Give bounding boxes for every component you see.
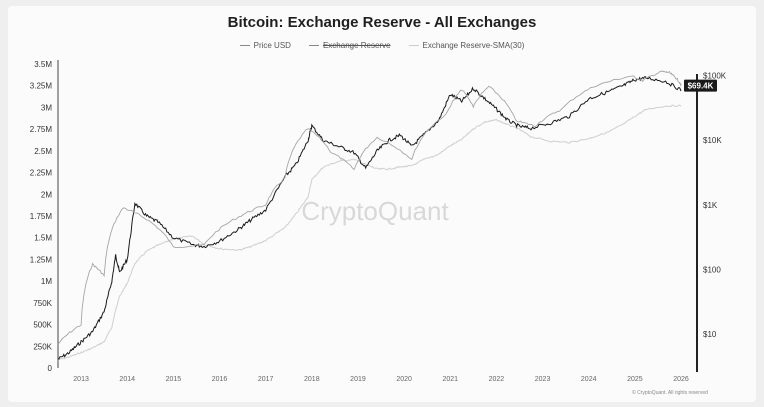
x-tick-label: 2016 bbox=[212, 376, 228, 383]
x-tick-label: 2022 bbox=[489, 376, 505, 383]
x-tick-label: 2020 bbox=[396, 376, 412, 383]
x-tick-label: 2013 bbox=[73, 376, 89, 383]
axes: 0 250K 500K 750K 1M 1.25M 1.5M 1.75M 2M 2.25M 2.5M… bbox=[30, 60, 727, 383]
x-tick-label: 2024 bbox=[581, 376, 597, 383]
y-right-tick-label: $100 bbox=[703, 265, 721, 274]
y-left-tick-label: 250K bbox=[33, 342, 52, 351]
y-left-tick-label: 1.25M bbox=[30, 255, 53, 264]
legend-item-reserve[interactable]: Exchange Reserve bbox=[308, 41, 391, 50]
y-left-tick-label: 1M bbox=[41, 277, 52, 286]
legend-label-sma: Exchange Reserve-SMA(30) bbox=[422, 41, 525, 50]
sma-line bbox=[57, 104, 682, 361]
y-left-tick-label: 3.25M bbox=[30, 82, 53, 91]
price-series bbox=[57, 70, 682, 345]
y-left-tick-label: 750K bbox=[33, 299, 52, 308]
y-left-tick-label: 0 bbox=[48, 364, 53, 373]
y-left-tick-label: 3.5M bbox=[34, 60, 52, 69]
y-left-tick-label: 3M bbox=[41, 103, 52, 112]
y-left-tick-label: 1.5M bbox=[34, 234, 52, 243]
sma-series bbox=[57, 104, 682, 361]
reserve-line bbox=[57, 76, 682, 360]
legend-swatch-sma bbox=[408, 45, 419, 46]
chart-title: Bitcoin: Exchange Reserve - All Exchange… bbox=[227, 14, 537, 31]
copyright-text: © CryptoQuant. All rights reserved bbox=[632, 390, 708, 396]
legend-item-sma[interactable]: Exchange Reserve-SMA(30) bbox=[408, 41, 525, 50]
legend-item-price[interactable]: Price USD bbox=[239, 41, 291, 50]
y-left-tick-label: 2M bbox=[41, 190, 52, 199]
y-left-tick-label: 500K bbox=[33, 321, 52, 330]
chart-card bbox=[8, 6, 756, 402]
y-right-tick-label: $10 bbox=[703, 330, 717, 339]
y-right-tick-label: $100K bbox=[703, 71, 727, 80]
x-tick-label: 2019 bbox=[350, 376, 366, 383]
y-left-tick-label: 2.5M bbox=[34, 147, 52, 156]
chart-legend: Price USD Exchange Reserve Exchange Rese… bbox=[0, 41, 764, 50]
y-left-tick-label: 2.75M bbox=[30, 125, 53, 134]
y-left-tick-label: 2.25M bbox=[30, 169, 53, 178]
x-tick-label: 2023 bbox=[535, 376, 551, 383]
x-tick-label: 2026 bbox=[673, 376, 689, 383]
x-tick-label: 2021 bbox=[442, 376, 458, 383]
legend-label-price: Price USD bbox=[253, 41, 291, 50]
x-tick-label: 2025 bbox=[627, 376, 643, 383]
price-tag-box bbox=[684, 79, 717, 92]
x-tick-label: 2017 bbox=[258, 376, 274, 383]
y-left-tick-label: 1.75M bbox=[30, 212, 53, 221]
legend-label-reserve: Exchange Reserve bbox=[322, 41, 391, 50]
legend-swatch-reserve bbox=[308, 45, 319, 46]
price-line bbox=[57, 70, 682, 345]
price-tag-label: $69.4K bbox=[688, 82, 714, 91]
price-tag-group: $69.4K bbox=[684, 79, 717, 92]
watermark: CryptoQuant bbox=[301, 196, 449, 226]
x-tick-label: 2014 bbox=[119, 376, 135, 383]
legend-swatch-price bbox=[239, 45, 250, 46]
y-right-tick-label: $1K bbox=[703, 201, 718, 210]
x-tick-label: 2018 bbox=[304, 376, 320, 383]
x-tick-label: 2015 bbox=[166, 376, 182, 383]
watermark-text: CryptoQuant bbox=[301, 196, 449, 226]
y-right-tick-label: $10K bbox=[703, 136, 722, 145]
reserve-series bbox=[57, 76, 682, 360]
